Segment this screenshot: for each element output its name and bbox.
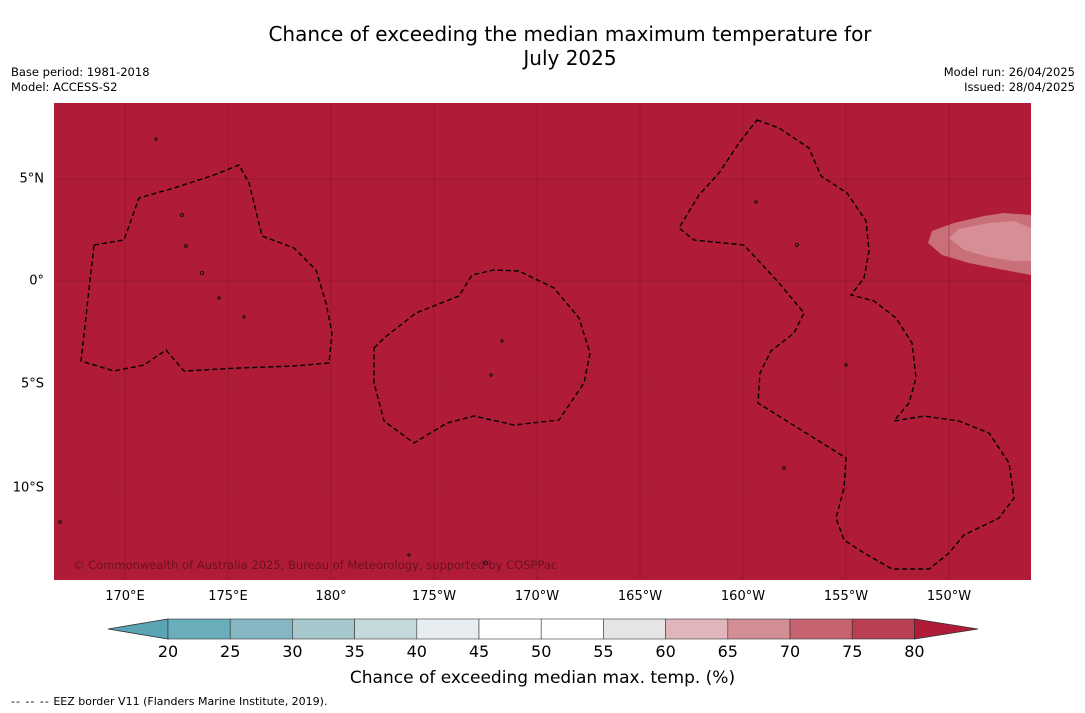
- longitude-tick-label: 175°W: [411, 589, 457, 604]
- colorbar-segment: [167, 618, 231, 640]
- colorbar-tick-label: 25: [220, 642, 241, 661]
- colorbar-tick-label: 55: [593, 642, 614, 661]
- eez-line-islands: [678, 119, 1015, 570]
- map-background: [54, 103, 1031, 580]
- colorbar-segment: [416, 618, 480, 640]
- colorbar-tick-label: 45: [468, 642, 490, 661]
- longitude-axis: 170°E 175°E 180° 175°W 170°W 165°W 160°W 155°W 1…: [0, 589, 1085, 607]
- colorbar-segment: [665, 618, 729, 640]
- issued-date: Issued: 28/04/2025: [964, 80, 1075, 94]
- colorbar-segment: [789, 618, 853, 640]
- copyright-notice: © Commonwealth of Australia 2025, Bureau…: [73, 558, 558, 572]
- colorbar-tick-label: 40: [406, 642, 427, 661]
- warm-anomaly-patch: [928, 213, 1031, 275]
- footnote: -- -- -- EEZ border V11 (Flanders Marine…: [11, 695, 327, 708]
- colorbar-tick-label: 65: [717, 642, 738, 661]
- title-line-2: July 2025: [523, 46, 617, 70]
- eez-kiribati-gilberts: [80, 164, 333, 372]
- colorbar-tick-label: 80: [904, 642, 925, 661]
- colorbar-segment: [478, 618, 542, 640]
- forecast-map: [54, 103, 1031, 580]
- eez-legend-dash: -- -- --: [11, 695, 50, 708]
- latitude-tick-label: 5°N: [19, 171, 45, 187]
- colorbar-segment: [354, 618, 418, 640]
- eez-borders: [80, 119, 1015, 570]
- colorbar-segment: [851, 618, 915, 640]
- eez-tuvalu-tokelau: [373, 269, 591, 444]
- colorbar-segment: [229, 618, 293, 640]
- colorbar-over-arrow: [914, 618, 979, 640]
- base-period: Base period: 1981-2018: [11, 65, 150, 79]
- colorbar-under-arrow: [107, 618, 169, 640]
- longitude-tick-label: 150°W: [926, 589, 972, 604]
- colorbar-segment: [540, 618, 604, 640]
- longitude-tick-label: 170°W: [514, 589, 560, 604]
- colorbar-ticks: 20 25 30 35 40 45 50 55 60 65 70 75 80: [0, 642, 1085, 662]
- latitude-tick-label: 0°: [29, 273, 44, 289]
- colorbar: [107, 618, 979, 640]
- latitude-tick-label: 5°S: [20, 376, 44, 392]
- colorbar-tick-label: 35: [344, 642, 365, 661]
- islands: [58, 137, 848, 566]
- colorbar-tick-label: 20: [157, 642, 179, 661]
- colorbar-label: Chance of exceeding median max. temp. (%…: [349, 668, 736, 688]
- colorbar-tick-label: 70: [779, 642, 801, 661]
- colorbar-tick-label: 50: [531, 642, 552, 661]
- chart-title: Chance of exceeding the median maximum t…: [0, 22, 1085, 70]
- longitude-tick-label: 170°E: [105, 589, 145, 604]
- colorbar-segment: [727, 618, 791, 640]
- eez-legend-text: EEZ border V11 (Flanders Marine Institut…: [53, 695, 328, 708]
- longitude-tick-label: 160°W: [720, 589, 766, 604]
- latitude-tick-label: 10°S: [12, 480, 44, 496]
- longitude-tick-label: 180°: [315, 589, 347, 604]
- model-name: Model: ACCESS-S2: [11, 80, 118, 94]
- longitude-tick-label: 155°W: [823, 589, 869, 604]
- title-line-1: Chance of exceeding the median maximum t…: [268, 22, 872, 46]
- colorbar-segment: [603, 618, 666, 640]
- meta-right: Model run: 26/04/2025 Issued: 28/04/2025: [944, 65, 1075, 95]
- colorbar-tick-label: 75: [842, 642, 863, 661]
- colorbar-tick-label: 30: [282, 642, 303, 661]
- model-run: Model run: 26/04/2025: [943, 65, 1075, 79]
- colorbar-segment: [292, 618, 355, 640]
- longitude-tick-label: 165°W: [617, 589, 663, 604]
- colorbar-tick-label: 60: [655, 642, 676, 661]
- longitude-tick-label: 175°E: [208, 589, 248, 604]
- meta-left: Base period: 1981-2018 Model: ACCESS-S2: [11, 65, 150, 95]
